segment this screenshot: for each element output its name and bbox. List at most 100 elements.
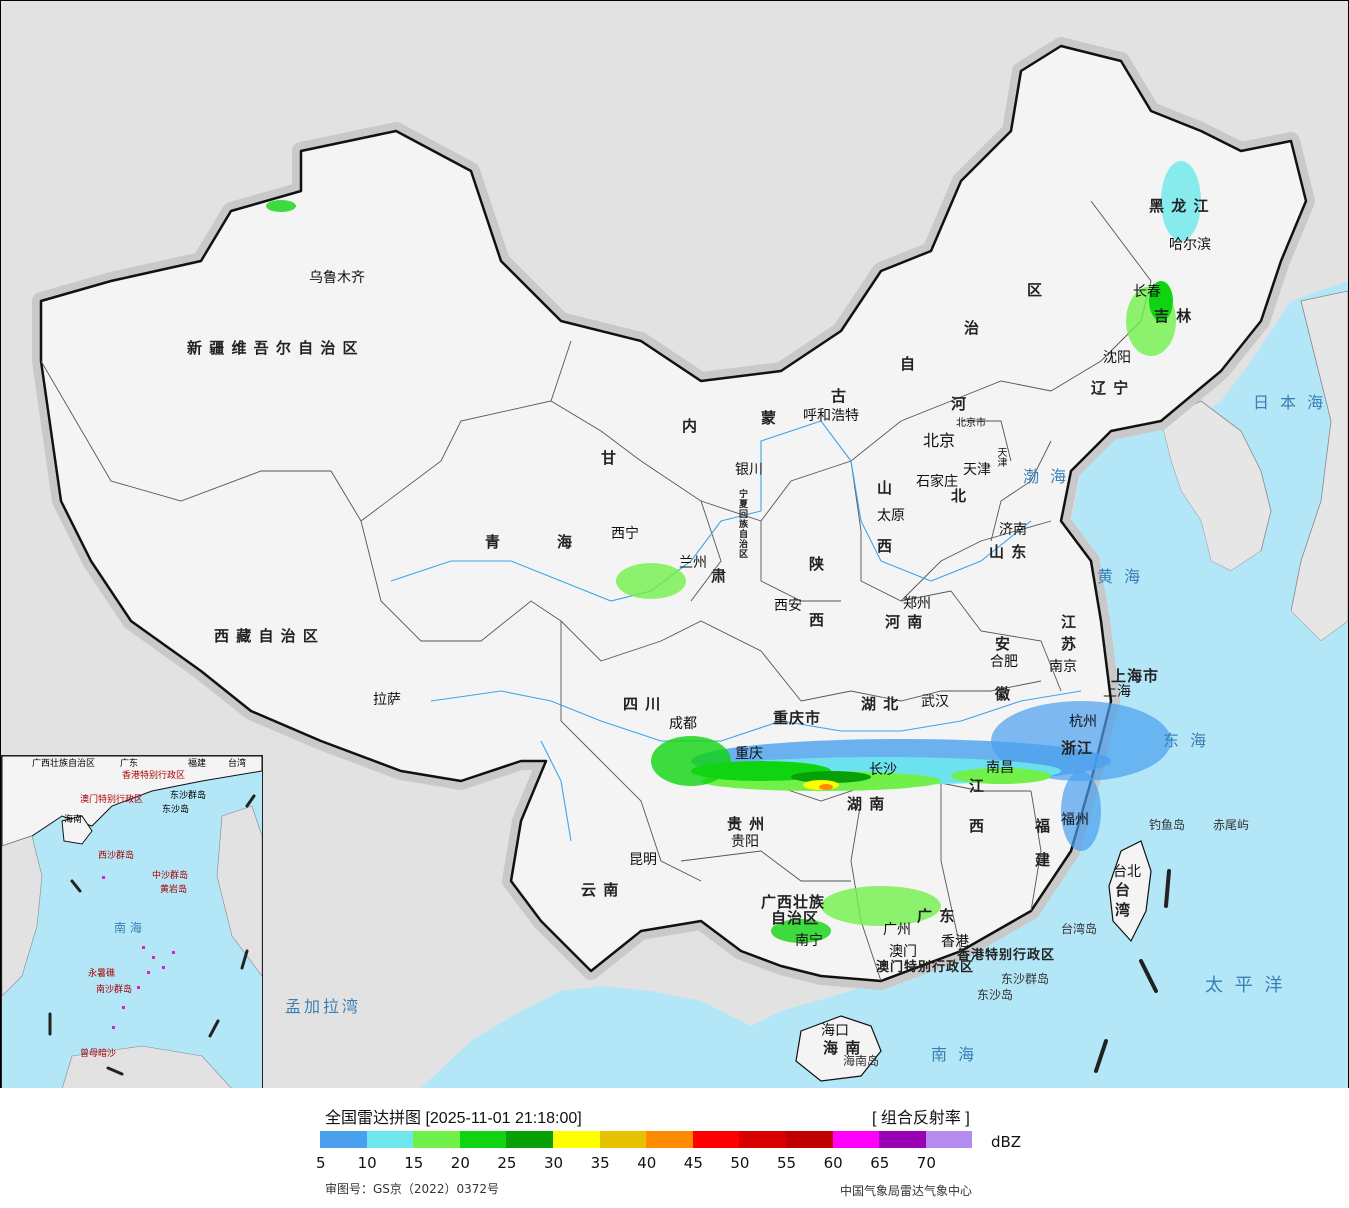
city-shanghai: 上海 bbox=[1103, 684, 1131, 700]
province-hubei: 湖 北 bbox=[861, 695, 900, 713]
province-guangdong: 广 东 bbox=[917, 907, 956, 925]
inset-zengmu: 曾母暗沙 bbox=[80, 1049, 117, 1059]
province-jiangxi-1: 江 bbox=[969, 777, 986, 795]
colorbar-swatch bbox=[413, 1131, 460, 1148]
city-beijing-shi: 北京市 bbox=[956, 418, 986, 429]
colorbar-tick: 65 bbox=[870, 1154, 890, 1172]
colorbar-tick: 20 bbox=[450, 1154, 470, 1172]
colorbar-swatch bbox=[599, 1131, 647, 1148]
province-shaanxi-1: 陕 bbox=[809, 555, 826, 573]
island-dongsha-qd: 东沙群岛 bbox=[1001, 972, 1050, 986]
city-lanzhou: 兰州 bbox=[679, 555, 707, 571]
city-chongqing: 重庆 bbox=[735, 746, 763, 762]
colorbar-tick: 45 bbox=[683, 1154, 703, 1172]
city-zhengzhou: 郑州 bbox=[903, 596, 931, 612]
sea-bohai: 渤 海 bbox=[1023, 467, 1070, 486]
province-neimenggu-6: 区 bbox=[1027, 281, 1044, 299]
inset-xisha: 西沙群岛 bbox=[98, 851, 135, 861]
province-fujian-2: 建 bbox=[1035, 851, 1052, 869]
inset-hk: 香港特别行政区 bbox=[122, 771, 186, 781]
province-henan: 河 南 bbox=[885, 613, 924, 631]
province-qinghai-2: 海 bbox=[557, 533, 574, 551]
city-haikou: 海口 bbox=[821, 1023, 849, 1039]
inset-philippines bbox=[216, 805, 262, 977]
city-hohhot: 呼和浩特 bbox=[803, 408, 859, 424]
province-hebei-2: 北 bbox=[951, 487, 968, 505]
inset-dongsha: 东沙群岛 bbox=[170, 791, 207, 801]
colorbar-swatch bbox=[925, 1131, 973, 1148]
rivers bbox=[390, 420, 1082, 842]
city-fuzhou: 福州 bbox=[1061, 812, 1089, 828]
city-macao: 澳门 bbox=[889, 944, 917, 960]
island-dongsha-d: 东沙岛 bbox=[977, 988, 1014, 1002]
city-taipei: 台北 bbox=[1113, 864, 1141, 880]
province-shanxi-1: 山 bbox=[877, 479, 894, 497]
city-jinan: 济南 bbox=[999, 522, 1027, 538]
inset-nanhai: 南 海 bbox=[114, 921, 142, 935]
province-xizang: 西 藏 自 治 区 bbox=[214, 627, 319, 645]
province-neimenggu-5: 治 bbox=[964, 319, 981, 337]
province-hk: 香港特别行政区 bbox=[957, 948, 1056, 963]
hainan-island bbox=[795, 1015, 882, 1082]
japan-land bbox=[1290, 290, 1348, 642]
province-shandong: 山 东 bbox=[989, 543, 1028, 561]
colorbar-swatch bbox=[552, 1131, 600, 1148]
legend-unit: dBZ bbox=[991, 1133, 1022, 1151]
city-tianjin-shi: 天津 bbox=[995, 447, 1006, 467]
island-hainan-dao: 海南岛 bbox=[843, 1054, 880, 1068]
legend-title: 全国雷达拼图 [2025-11-01 21:18:00] bbox=[325, 1110, 582, 1127]
province-neimenggu-4: 自 bbox=[900, 355, 917, 373]
colorbar-swatch bbox=[646, 1131, 693, 1148]
province-sichuan: 四 川 bbox=[623, 695, 662, 713]
province-jilin: 吉 林 bbox=[1154, 307, 1193, 325]
province-taiwan-2: 湾 bbox=[1115, 901, 1132, 919]
city-nanjing: 南京 bbox=[1049, 659, 1077, 675]
city-shenyang: 沈阳 bbox=[1103, 350, 1131, 366]
province-anhui-1: 安 bbox=[995, 635, 1012, 653]
city-hefei: 合肥 bbox=[990, 654, 1018, 670]
colorbar-ticks: 5 10 15 20 25 30 35 40 45 50 55 60 65 70 bbox=[0, 1154, 1349, 1174]
city-wuhan: 武汉 bbox=[921, 694, 949, 710]
island-taiwan-dao: 台湾岛 bbox=[1061, 922, 1098, 936]
city-guiyang: 贵阳 bbox=[731, 834, 759, 850]
city-hangzhou: 杭州 bbox=[1069, 714, 1097, 730]
province-neimenggu-1: 内 bbox=[682, 417, 699, 435]
province-ningxia: 宁夏回族自治区 bbox=[737, 489, 747, 559]
south-china-sea-inset: 广西壮族自治区 广东 福建 台湾 香港特别行政区 澳门特别行政区 东沙群岛 东沙… bbox=[1, 755, 263, 1088]
province-qinghai-1: 青 bbox=[485, 533, 502, 551]
legend-product: [ 组合反射率 ] bbox=[872, 1110, 970, 1127]
city-hongkong: 香港 bbox=[941, 934, 969, 950]
island-chiwei: 赤尾屿 bbox=[1213, 818, 1250, 832]
province-boundaries bbox=[40, 200, 1152, 982]
province-gansu-1: 甘 bbox=[601, 449, 618, 467]
inset-hainan bbox=[61, 815, 93, 845]
city-beijing: 北京 bbox=[923, 431, 956, 450]
nine-dash-line bbox=[1094, 869, 1171, 1073]
inset-guangdong: 广东 bbox=[120, 759, 139, 769]
inset-dongshadao: 东沙岛 bbox=[162, 805, 190, 815]
inset-borneo bbox=[61, 1045, 232, 1088]
city-urumqi: 乌鲁木齐 bbox=[309, 270, 365, 286]
province-shanghai: 上海市 bbox=[1111, 667, 1160, 685]
inset-hainan: 海南 bbox=[64, 815, 83, 825]
colorbar-swatch bbox=[739, 1131, 786, 1148]
province-neimenggu-2: 蒙 bbox=[761, 409, 778, 427]
province-fujian-1: 福 bbox=[1035, 817, 1052, 835]
province-hunan: 湖 南 bbox=[847, 795, 886, 813]
radar-echoes bbox=[266, 161, 1201, 943]
colorbar-tick: 10 bbox=[357, 1154, 377, 1172]
legend: 全国雷达拼图 [2025-11-01 21:18:00] [ 组合反射率 ] d… bbox=[0, 1088, 1349, 1208]
province-shanxi-2: 西 bbox=[877, 537, 894, 555]
city-harbin: 哈尔滨 bbox=[1169, 237, 1211, 253]
colorbar bbox=[320, 1131, 973, 1148]
agency-name: 中国气象局雷达气象中心 bbox=[840, 1184, 973, 1198]
inset-huangyan: 黄岩岛 bbox=[160, 885, 188, 895]
colorbar-swatch bbox=[366, 1131, 414, 1148]
province-yunnan: 云 南 bbox=[581, 881, 620, 899]
inset-dashes bbox=[48, 794, 256, 1076]
province-hainan: 海 南 bbox=[823, 1039, 862, 1057]
inset-islands bbox=[102, 876, 175, 1029]
province-taiwan-1: 台 bbox=[1115, 881, 1132, 899]
colorbar-tick: 55 bbox=[777, 1154, 797, 1172]
colorbar-tick: 60 bbox=[823, 1154, 843, 1172]
